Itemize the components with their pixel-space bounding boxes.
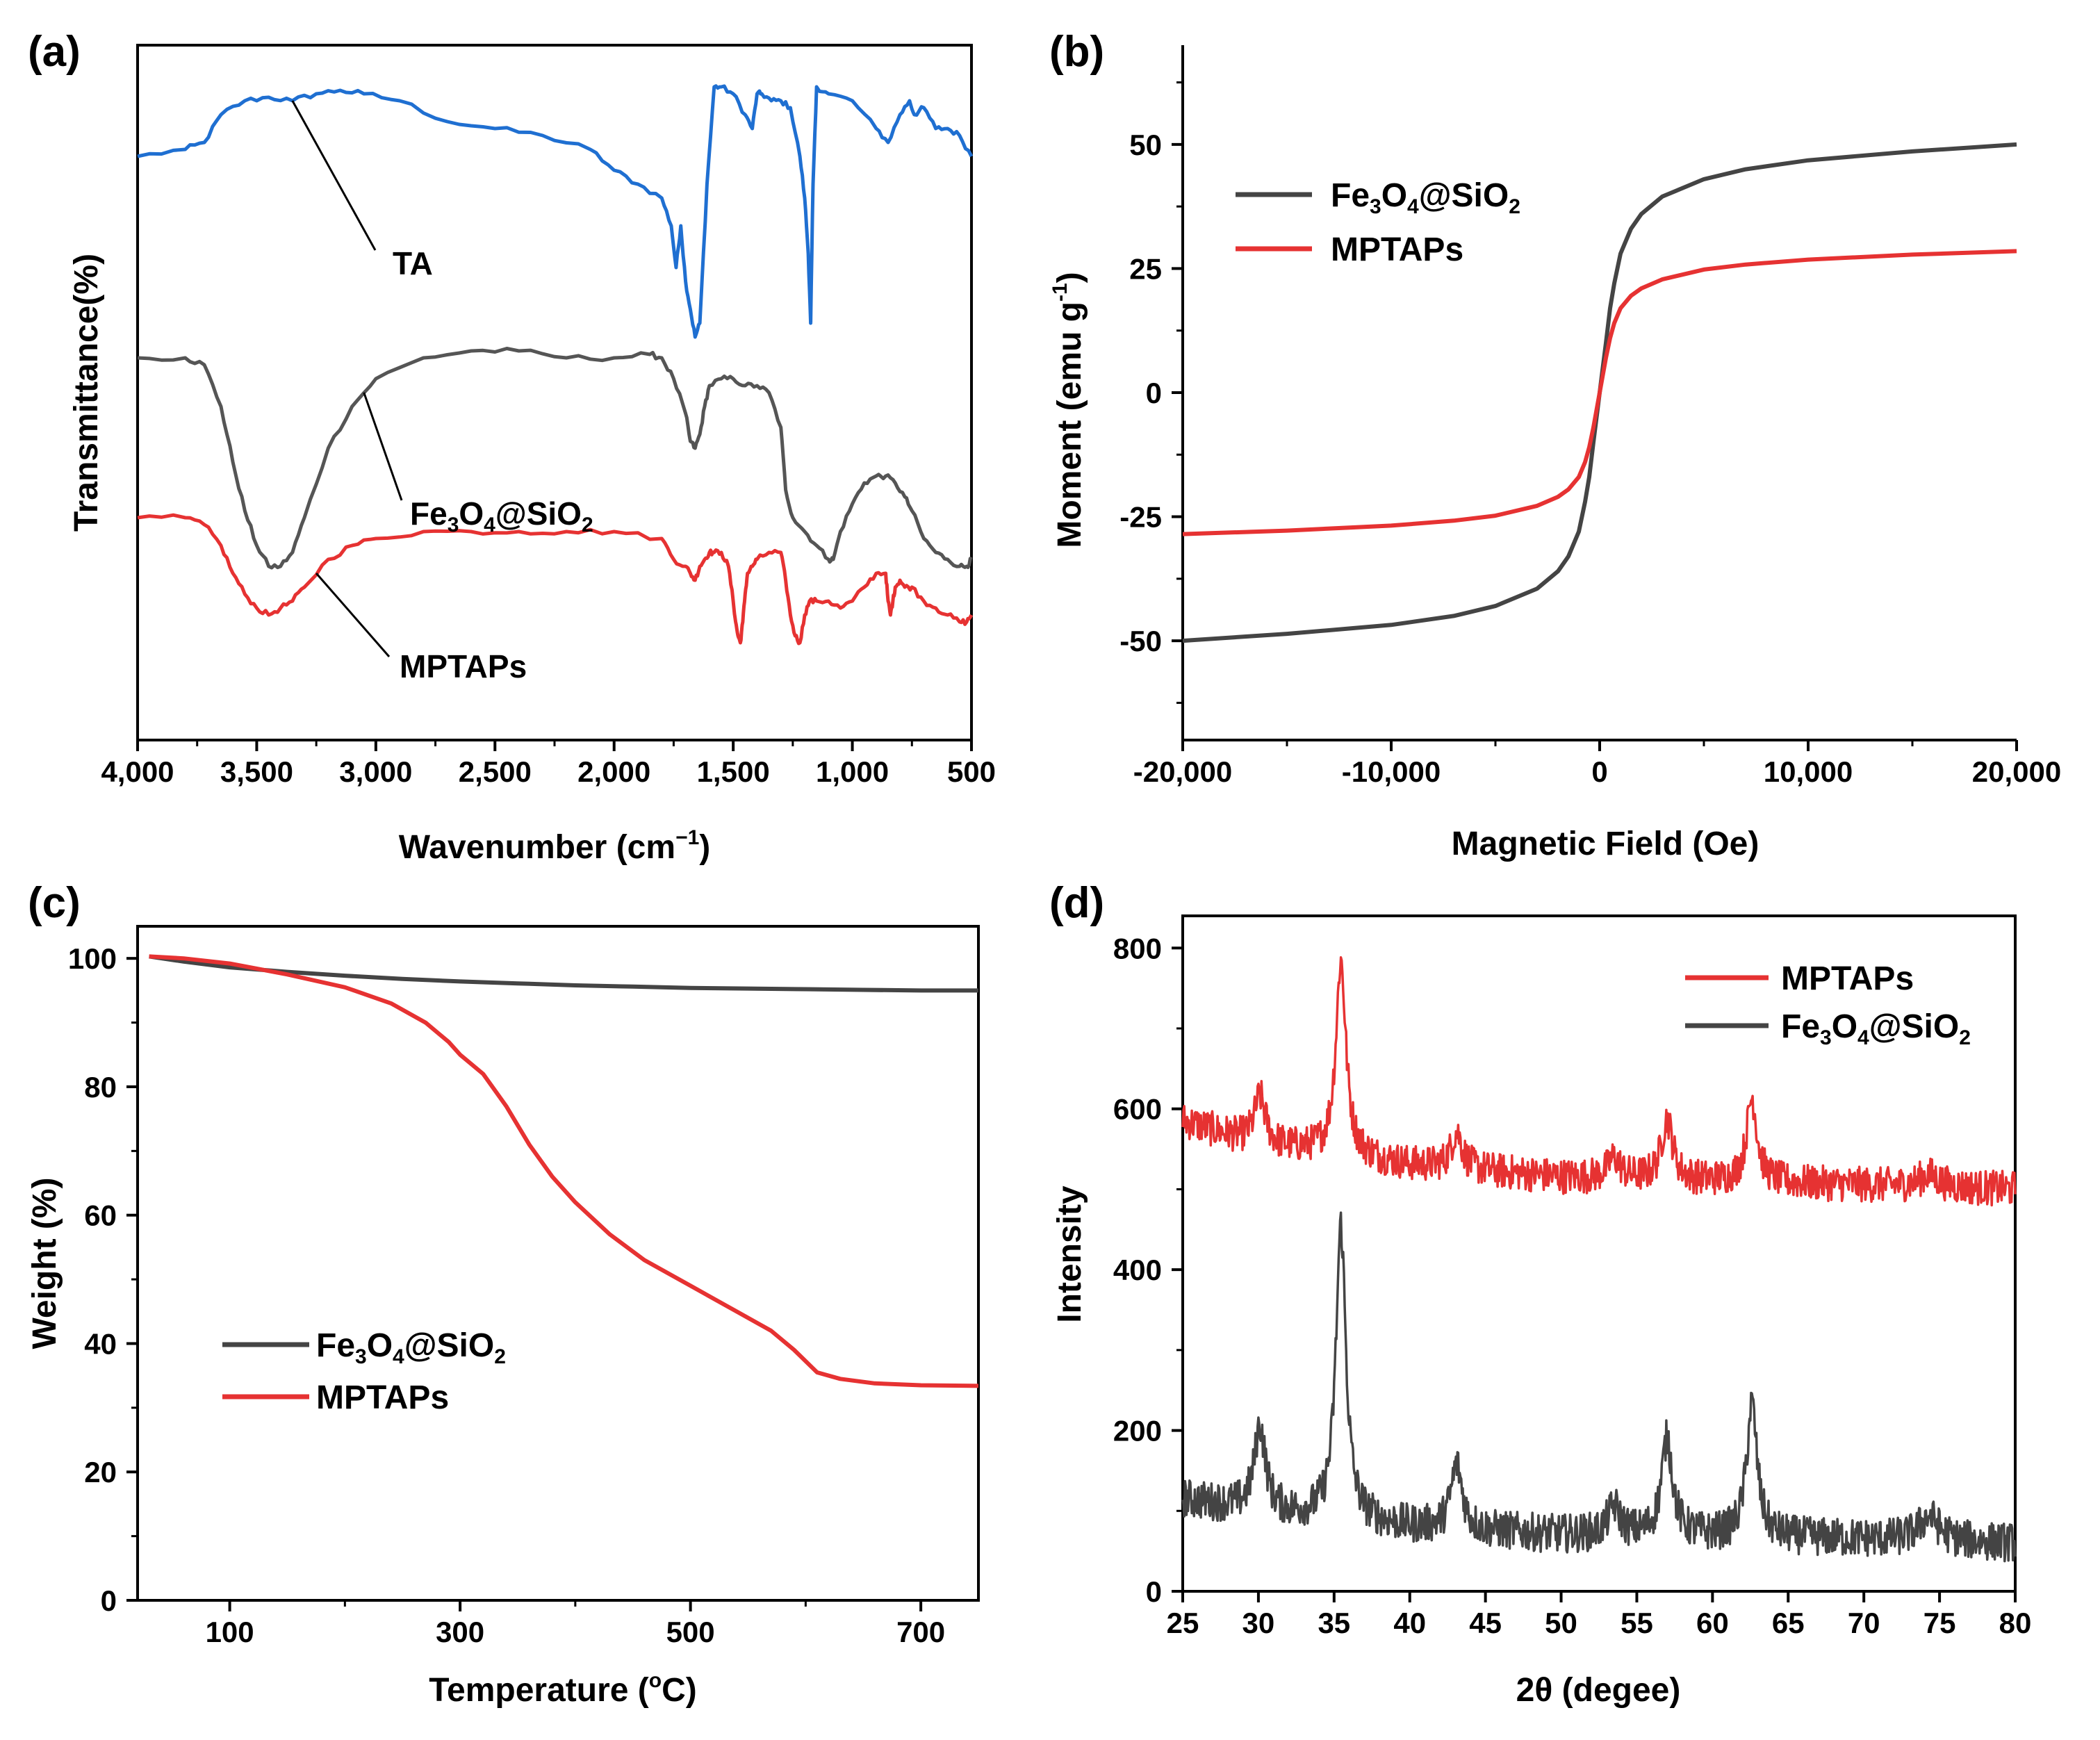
y-tick-label-25: 25	[1129, 252, 1162, 285]
x-tick-label-2-000: 2,000	[577, 755, 650, 788]
panel-c-ticks: 100 300 500 700 100 80 60 40 20 0	[68, 942, 945, 1648]
x-tick-label-65: 65	[1772, 1607, 1805, 1639]
x-tick-label-4-000: 4,000	[101, 755, 174, 788]
y-tick-label-60: 60	[84, 1199, 117, 1232]
series-mptaps	[1181, 956, 2017, 1207]
panel-d-x-axis-label: 2θ (degee)	[1516, 1672, 1681, 1709]
x-tick-label-20-000: -20,000	[1133, 755, 1232, 788]
series-mptaps	[149, 954, 979, 1388]
x-tick-label-50: 50	[1545, 1607, 1577, 1639]
panel-a-y-axis-label: Transmittance(%)	[68, 254, 105, 532]
legend-d-fe3o4-sio2-label: Fe3O4@SiO2	[1781, 1008, 1971, 1049]
x-tick-label-100: 100	[206, 1616, 254, 1648]
x-tick-label-45: 45	[1469, 1607, 1502, 1639]
x-tick-label-80: 80	[1999, 1607, 2032, 1639]
y-tick-label-100: 100	[68, 942, 117, 975]
x-tick-label-700: 700	[896, 1616, 945, 1648]
x-tick-label-500: 500	[947, 755, 996, 788]
legend-b-mptaps-label: MPTAPs	[1331, 231, 1463, 268]
panel-b-curves	[1182, 142, 2017, 643]
panel-d-frame	[1181, 914, 2017, 1593]
panel-a-x-ticks: 4,000 3,500 3,000 2,500 2,000 1,500 1,000 500	[101, 740, 996, 788]
y-tick-label-40: 40	[84, 1327, 117, 1360]
series-mptaps	[1182, 249, 2017, 536]
x-tick-label-35: 35	[1318, 1607, 1350, 1639]
annotation-mptaps: MPTAPs	[400, 648, 527, 684]
panel-a-x-axis-label: Wavenumber (cm−1)	[399, 826, 711, 866]
x-tick-label-40: 40	[1393, 1607, 1426, 1639]
series-fe3o4-sio2	[137, 347, 973, 570]
y-tick-label-0: 0	[1146, 377, 1162, 409]
y-tick-label-400: 400	[1113, 1254, 1162, 1286]
panel-d-curves	[1181, 956, 2017, 1563]
x-tick-label-20-000: 20,000	[1972, 755, 2061, 788]
y-tick-label-20: 20	[84, 1456, 117, 1488]
panel-c-frame	[136, 925, 980, 1602]
x-tick-label-3-500: 3,500	[220, 755, 293, 788]
legend-c-mptaps-label: MPTAPs	[316, 1379, 449, 1416]
x-tick-label-0: 0	[1591, 755, 1607, 788]
x-tick-label-75: 75	[1923, 1607, 1956, 1639]
x-tick-label-70: 70	[1848, 1607, 1880, 1639]
x-tick-label-1-500: 1,500	[697, 755, 770, 788]
y-tick-label-80: 80	[84, 1071, 117, 1103]
panel-b-ticks: -20,000 -10,000 0 10,000 20,000 50 25 0 -25 -50	[1119, 45, 2061, 788]
x-tick-label-60: 60	[1696, 1607, 1729, 1639]
x-tick-label-300: 300	[436, 1616, 484, 1648]
panel-b-x-axis-label: Magnetic Field (Oe)	[1452, 826, 1759, 862]
x-tick-label-500: 500	[666, 1616, 715, 1648]
panel-d-y-axis-label: Intensity	[1051, 1185, 1088, 1323]
panel-a-curves	[137, 84, 974, 646]
y-tick-label-25: -25	[1119, 501, 1162, 534]
x-tick-label-55: 55	[1621, 1607, 1653, 1639]
panel-c-label: (c)	[28, 879, 81, 927]
series-ta	[137, 84, 974, 339]
series-fe3o4-sio2	[1181, 1211, 2017, 1563]
y-tick-label-0: 0	[1146, 1575, 1162, 1608]
x-tick-label-25: 25	[1167, 1607, 1199, 1639]
y-tick-label-50: -50	[1119, 625, 1162, 657]
y-tick-label-800: 800	[1113, 932, 1162, 965]
legend-d-mptaps-label: MPTAPs	[1781, 960, 1914, 997]
panel-b-label: (b)	[1049, 28, 1104, 76]
legend-b-fe3o4-sio2-label: Fe3O4@SiO2	[1331, 177, 1520, 218]
panel-d: (d) 25 30 35 40 45 50 55 60 65 70 75 80 800 600 400 200…	[1049, 879, 2031, 1709]
annotation-leader-fe3o4-sio2	[363, 392, 403, 501]
x-tick-label-3-000: 3,000	[339, 755, 412, 788]
x-tick-label-10-000: -10,000	[1342, 755, 1441, 788]
panel-a-label: (a)	[28, 28, 81, 76]
panel-b: (b) -20,000 -10,000 0 10,000 20,00050250-25-…	[1049, 28, 2061, 862]
legend-c-fe3o4-sio2-label: Fe3O4@SiO2	[316, 1327, 506, 1368]
annotation-leader-mptaps	[315, 573, 391, 657]
x-tick-label-1-000: 1,000	[816, 755, 889, 788]
panel-a: (a) 4,000 3,500 3,000 2,500 2,000 1,500 1,000 5…	[28, 28, 996, 866]
panel-a-annotation-lines	[291, 100, 403, 657]
x-tick-label-10-000: 10,000	[1764, 755, 1853, 788]
y-tick-label-50: 50	[1129, 129, 1162, 161]
panel-c-x-axis-label: Temperature (oC)	[429, 1669, 697, 1709]
x-tick-label-2-500: 2,500	[459, 755, 532, 788]
panel-c-curves	[149, 954, 979, 1388]
panel-c-y-axis-label: Weight (%)	[26, 1177, 63, 1349]
x-tick-label-30: 30	[1242, 1607, 1275, 1639]
panel-b-y-axis-label: Moment (emu g-1)	[1049, 272, 1088, 548]
y-tick-label-200: 200	[1113, 1415, 1162, 1447]
annotation-fe3o4-sio2: Fe3O4@SiO2	[410, 495, 593, 536]
annotation-leader-ta	[291, 100, 377, 251]
y-tick-label-600: 600	[1113, 1093, 1162, 1126]
panel-d-label: (d)	[1049, 879, 1104, 927]
annotation-ta: TA	[393, 245, 433, 281]
panel-a-frame	[136, 44, 973, 741]
panel-d-ticks: 25 30 35 40 45 50 55 60 65 70 75 80 800 600 400 200 0	[1113, 932, 2031, 1639]
y-tick-label-0: 0	[101, 1584, 117, 1617]
series-mptaps	[137, 513, 974, 646]
